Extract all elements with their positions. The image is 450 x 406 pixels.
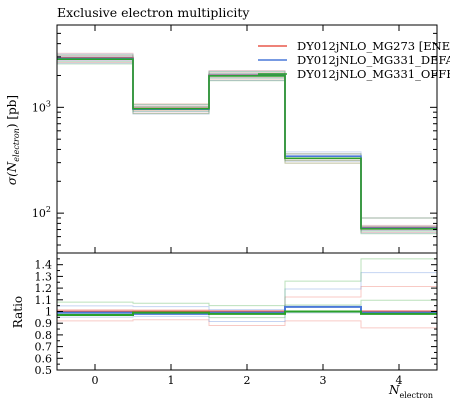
ratio-tick-label: 0.7 — [35, 341, 53, 354]
ratio-tick-label: 1 — [45, 306, 52, 319]
main-variation-line — [57, 55, 437, 227]
ratio-variation-line — [57, 272, 437, 311]
ratio-tick-label: 1.4 — [35, 259, 53, 272]
ratio-series-line — [57, 310, 437, 317]
ratio-series-line — [57, 305, 437, 315]
ratio-tick-label: 1.1 — [35, 294, 53, 307]
main-y-axis: 102 103 — [32, 24, 437, 246]
main-series-lines — [57, 56, 437, 230]
main-series-line — [57, 57, 437, 230]
main-variation-line — [57, 61, 437, 232]
main-variation-line — [57, 56, 437, 228]
ratio-tick-label: 1.3 — [35, 270, 53, 283]
y-axis-label: σ(Nelectron) [pb] — [5, 95, 21, 185]
main-panel: 102 103 — [32, 24, 438, 254]
legend-label: DY012jNLO_MG331_OFFF — [297, 67, 450, 81]
y-tick-label: 103 — [32, 99, 51, 114]
main-variation-line — [57, 63, 437, 235]
legend: DY012jNLO_MG273 [ENEDY012jNLO_MG331_DEFA… — [258, 39, 450, 81]
ratio-series-lines — [57, 305, 437, 317]
legend-label: DY012jNLO_MG273 [ENE — [297, 39, 450, 53]
x-tick-label: 0 — [92, 374, 99, 387]
main-series-line — [57, 58, 437, 230]
main-variation-line — [57, 60, 437, 232]
x-tick-label: 2 — [244, 374, 251, 387]
ratio-tick-label: 0.9 — [35, 317, 53, 330]
ratio-y-axis: 0.50.60.70.80.911.11.21.31.4 — [35, 252, 437, 377]
y-tick-label: 102 — [32, 205, 51, 220]
ratio-variation-bands — [57, 258, 437, 329]
main-variation-line — [57, 61, 437, 233]
main-variation-line — [57, 62, 437, 234]
ratio-tick-label: 1.2 — [35, 282, 53, 295]
ratio-variation-line — [57, 258, 437, 307]
x-axis-label: Nelectron — [388, 383, 433, 400]
legend-label: DY012jNLO_MG331_DEFA — [297, 53, 450, 67]
x-tick-label: 3 — [320, 374, 327, 387]
ratio-tick-label: 0.6 — [35, 352, 53, 365]
ratio-axis-label: Ratio — [11, 296, 25, 328]
main-variation-line — [57, 59, 437, 231]
main-x-ticks — [94, 25, 400, 253]
x-tick-label: 4 — [396, 374, 403, 387]
ratio-tick-label: 0.8 — [35, 329, 53, 342]
x-tick-label: 1 — [168, 374, 175, 387]
chart-title: Exclusive electron multiplicity — [57, 5, 250, 20]
ratio-tick-label: 0.5 — [35, 364, 53, 377]
ratio-variation-line — [57, 319, 437, 329]
ratio-x-ticks: 0 1 2 3 4 — [92, 364, 403, 387]
main-series-line — [57, 56, 437, 229]
